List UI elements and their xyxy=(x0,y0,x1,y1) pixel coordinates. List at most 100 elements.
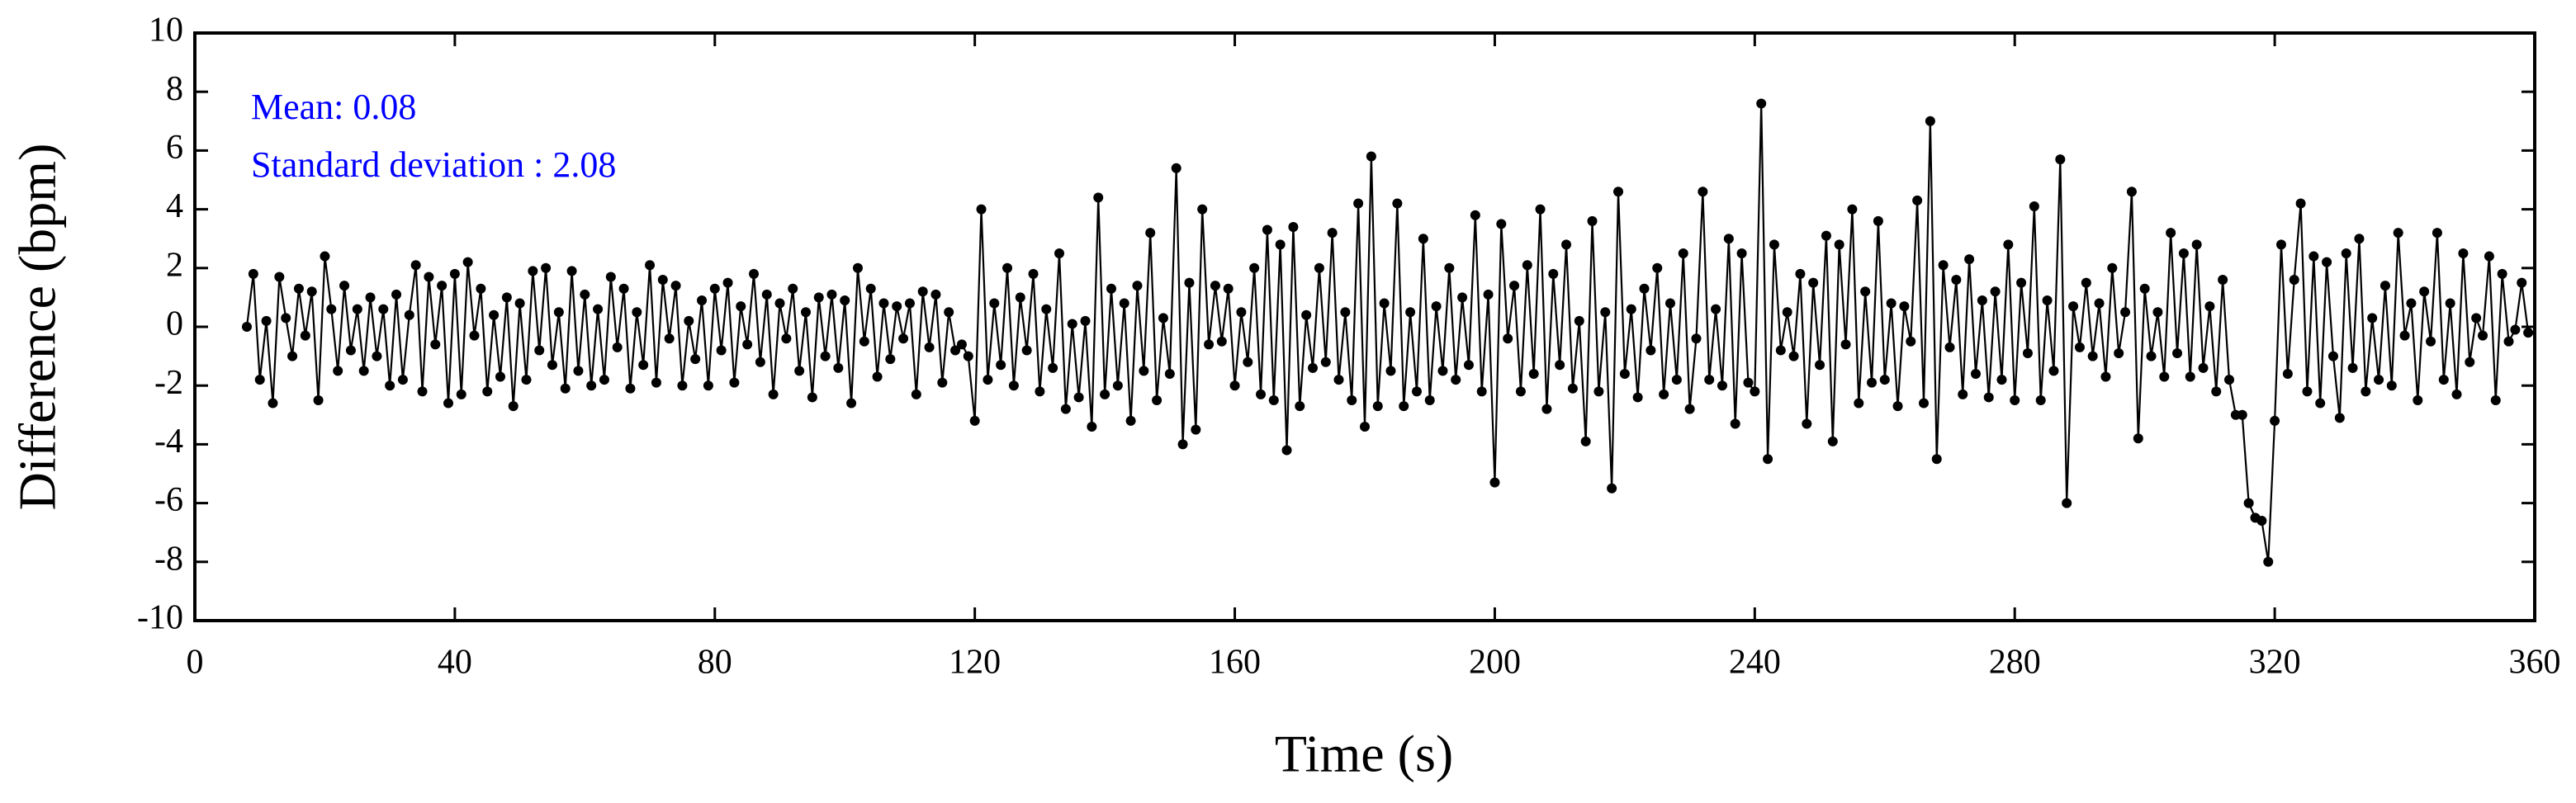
data-point xyxy=(1938,260,1949,271)
data-point xyxy=(1210,281,1220,291)
data-point xyxy=(2275,239,2286,250)
y-tick-label: -6 xyxy=(154,481,183,519)
data-point xyxy=(800,307,811,318)
data-point xyxy=(1035,386,1045,397)
data-point xyxy=(2068,301,2079,312)
data-point xyxy=(1314,262,1324,273)
data-point xyxy=(345,345,356,356)
data-point xyxy=(2413,395,2423,405)
data-point xyxy=(476,283,486,294)
data-point xyxy=(2374,375,2384,385)
data-point xyxy=(1411,386,1422,397)
data-point xyxy=(1892,401,1903,412)
data-point xyxy=(248,268,258,279)
data-point xyxy=(566,266,577,276)
data-point xyxy=(372,351,382,361)
data-point xyxy=(2327,351,2338,361)
data-point xyxy=(2178,248,2189,258)
data-point xyxy=(528,266,538,276)
data-point xyxy=(2465,357,2475,367)
data-point xyxy=(1723,234,1734,244)
data-point xyxy=(462,257,473,267)
x-axis-title: Time (s) xyxy=(1275,725,1453,783)
data-point xyxy=(1191,424,1201,435)
data-point xyxy=(742,339,753,350)
y-tick-label: -4 xyxy=(154,423,183,461)
data-point xyxy=(1808,277,1819,288)
data-point xyxy=(1515,386,1526,397)
data-line xyxy=(245,103,2530,562)
data-point xyxy=(1763,454,1773,465)
data-point xyxy=(521,375,532,385)
data-point xyxy=(885,354,896,365)
x-tick-label: 40 xyxy=(438,644,472,682)
data-point xyxy=(2022,348,2033,359)
data-point xyxy=(872,371,883,382)
data-point xyxy=(1489,477,1500,488)
data-point xyxy=(2237,409,2247,420)
data-point xyxy=(944,307,954,318)
data-point xyxy=(2295,198,2306,209)
data-point xyxy=(2211,386,2222,397)
data-point xyxy=(2393,228,2403,239)
data-point xyxy=(2432,228,2442,239)
data-point xyxy=(996,360,1006,371)
data-point xyxy=(664,333,675,344)
data-point xyxy=(1756,98,1767,109)
data-point xyxy=(449,268,460,279)
data-point xyxy=(1802,418,1812,429)
data-point xyxy=(2062,498,2072,508)
data-point xyxy=(1008,380,1019,391)
data-point xyxy=(651,377,661,388)
data-point xyxy=(1717,380,1727,391)
data-point xyxy=(618,283,629,294)
data-point xyxy=(1815,360,1825,371)
data-point xyxy=(1100,389,1110,399)
data-point xyxy=(1827,436,1838,446)
data-point xyxy=(963,351,973,361)
data-point xyxy=(1671,375,1682,385)
data-point xyxy=(495,371,505,382)
data-point xyxy=(2341,248,2351,258)
data-point xyxy=(2399,330,2410,341)
data-point xyxy=(254,375,265,385)
x-tick-label: 320 xyxy=(2249,644,2301,682)
data-point xyxy=(1886,298,1896,309)
data-point xyxy=(430,339,441,350)
data-point xyxy=(846,398,857,409)
data-point xyxy=(1795,268,1806,279)
data-point xyxy=(605,272,616,282)
data-point xyxy=(1275,239,1286,250)
data-point xyxy=(1054,248,1065,258)
data-point xyxy=(1177,439,1188,450)
data-point xyxy=(306,286,317,297)
data-point xyxy=(684,315,694,326)
data-point xyxy=(1431,301,1442,312)
data-point xyxy=(489,309,500,320)
data-point xyxy=(1145,228,1156,239)
data-point xyxy=(1704,375,1715,385)
data-point xyxy=(1821,230,1831,241)
data-point xyxy=(2354,234,2365,244)
data-point xyxy=(2107,262,2118,273)
data-point xyxy=(1223,283,1234,294)
data-point xyxy=(333,366,343,376)
y-tick-label: 8 xyxy=(166,70,183,108)
x-tick-label: 120 xyxy=(949,644,1001,682)
data-point xyxy=(1639,283,1650,294)
data-point xyxy=(1295,401,1305,412)
data-point xyxy=(2010,395,2020,405)
data-point xyxy=(2438,375,2449,385)
data-point xyxy=(2322,257,2332,267)
data-point xyxy=(1372,401,1383,412)
data-point xyxy=(1867,377,1878,388)
annotation: Standard deviation : 2.08 xyxy=(251,144,616,185)
data-point xyxy=(501,292,512,303)
data-point xyxy=(1379,298,1390,309)
data-point xyxy=(1983,392,1994,403)
data-point xyxy=(2478,330,2488,341)
data-point xyxy=(261,315,272,326)
data-point xyxy=(274,272,285,282)
data-point xyxy=(1788,351,1799,361)
y-tick-label: 10 xyxy=(149,12,183,50)
